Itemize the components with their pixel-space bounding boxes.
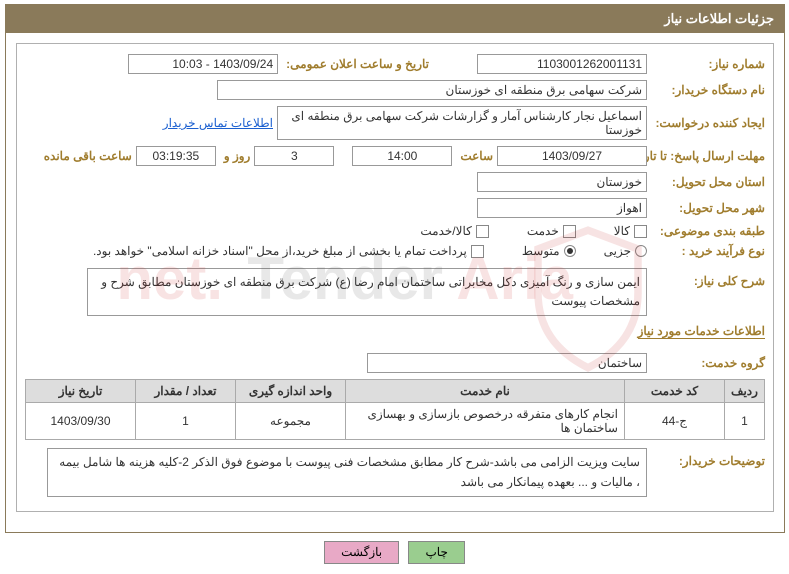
back-button[interactable]: بازگشت bbox=[324, 541, 399, 564]
field-time-left: 03:19:35 bbox=[136, 146, 216, 166]
field-buyer-org: شرکت سهامی برق منطقه ای خوزستان bbox=[217, 80, 647, 100]
panel-title: جزئیات اطلاعات نیاز bbox=[6, 5, 784, 33]
label-class-goods: کالا bbox=[614, 224, 630, 238]
checkbox-goods-service[interactable] bbox=[476, 225, 489, 238]
field-announce-dt: 1403/09/24 - 10:03 bbox=[128, 54, 278, 74]
checkbox-payment-note[interactable] bbox=[471, 245, 484, 258]
section-services-info: اطلاعات خدمات مورد نیاز bbox=[638, 324, 765, 339]
field-buyer-notes: سایت ویزیت الزامی می باشد-شرح کار مطابق … bbox=[47, 448, 647, 496]
field-days-left: 3 bbox=[254, 146, 334, 166]
label-class-service: خدمت bbox=[527, 224, 559, 238]
label-remaining: ساعت باقی مانده bbox=[44, 149, 132, 163]
th-unit: واحد اندازه گیری bbox=[236, 380, 346, 403]
label-announce-dt: تاریخ و ساعت اعلان عمومی: bbox=[286, 57, 429, 71]
label-type-medium: متوسط bbox=[522, 244, 560, 258]
label-deadline: مهلت ارسال پاسخ: تا تاریخ: bbox=[655, 149, 765, 163]
label-purchase-type: نوع فرآیند خرید : bbox=[655, 244, 765, 258]
label-payment-note: پرداخت تمام یا بخشی از مبلغ خرید،از محل … bbox=[93, 244, 467, 258]
cell-name: انجام کارهای متفرقه درخصوص بازسازی و بهس… bbox=[346, 403, 625, 440]
field-need-no: 1103001262001131 bbox=[477, 54, 647, 74]
link-buyer-contact[interactable]: اطلاعات تماس خریدار bbox=[163, 116, 273, 130]
label-service-group: گروه خدمت: bbox=[655, 356, 765, 370]
cell-unit: مجموعه bbox=[236, 403, 346, 440]
services-table: ردیف کد خدمت نام خدمت واحد اندازه گیری ت… bbox=[25, 379, 765, 440]
print-button[interactable]: چاپ bbox=[408, 541, 464, 564]
field-province: خوزستان bbox=[477, 172, 647, 192]
th-code: کد خدمت bbox=[625, 380, 725, 403]
checkbox-service[interactable] bbox=[563, 225, 576, 238]
th-name: نام خدمت bbox=[346, 380, 625, 403]
label-class-goods-service: کالا/خدمت bbox=[420, 224, 471, 238]
field-city: اهواز bbox=[477, 198, 647, 218]
label-subject-class: طبقه بندی موضوعی: bbox=[655, 224, 765, 238]
label-buyer-notes: توضیحات خریدار: bbox=[655, 448, 765, 468]
label-need-summary: شرح کلی نیاز: bbox=[655, 268, 765, 288]
field-service-group: ساختمان bbox=[367, 353, 647, 373]
main-info-group: Aria Tender .net شماره نیاز: 11030012620… bbox=[16, 43, 774, 512]
label-city: شهر محل تحویل: bbox=[655, 201, 765, 215]
th-date: تاریخ نیاز bbox=[26, 380, 136, 403]
field-requester: اسماعیل نجار کارشناس آمار و گزارشات شرکت… bbox=[277, 106, 647, 140]
table-header-row: ردیف کد خدمت نام خدمت واحد اندازه گیری ت… bbox=[26, 380, 765, 403]
field-deadline-time: 14:00 bbox=[352, 146, 452, 166]
checkbox-goods[interactable] bbox=[634, 225, 647, 238]
cell-date: 1403/09/30 bbox=[26, 403, 136, 440]
label-requester: ایجاد کننده درخواست: bbox=[655, 116, 765, 130]
field-need-summary: ایمن سازی و رنگ آمیزی دکل مخابراتی ساختم… bbox=[87, 268, 647, 316]
label-buyer-org: نام دستگاه خریدار: bbox=[655, 83, 765, 97]
table-row: 1 ج-44 انجام کارهای متفرقه درخصوص بازساز… bbox=[26, 403, 765, 440]
th-row: ردیف bbox=[725, 380, 765, 403]
cell-code: ج-44 bbox=[625, 403, 725, 440]
label-time: ساعت bbox=[460, 149, 493, 163]
details-panel: جزئیات اطلاعات نیاز Aria Tender .net شما… bbox=[5, 4, 785, 533]
cell-row: 1 bbox=[725, 403, 765, 440]
th-qty: تعداد / مقدار bbox=[136, 380, 236, 403]
label-need-no: شماره نیاز: bbox=[655, 57, 765, 71]
label-province: استان محل تحویل: bbox=[655, 175, 765, 189]
radio-minor[interactable] bbox=[635, 245, 647, 257]
field-deadline-date: 1403/09/27 bbox=[497, 146, 647, 166]
label-type-minor: جزیی bbox=[604, 244, 631, 258]
radio-medium[interactable] bbox=[564, 245, 576, 257]
label-days-and: روز و bbox=[224, 149, 251, 163]
button-row: چاپ بازگشت bbox=[4, 541, 785, 564]
cell-qty: 1 bbox=[136, 403, 236, 440]
